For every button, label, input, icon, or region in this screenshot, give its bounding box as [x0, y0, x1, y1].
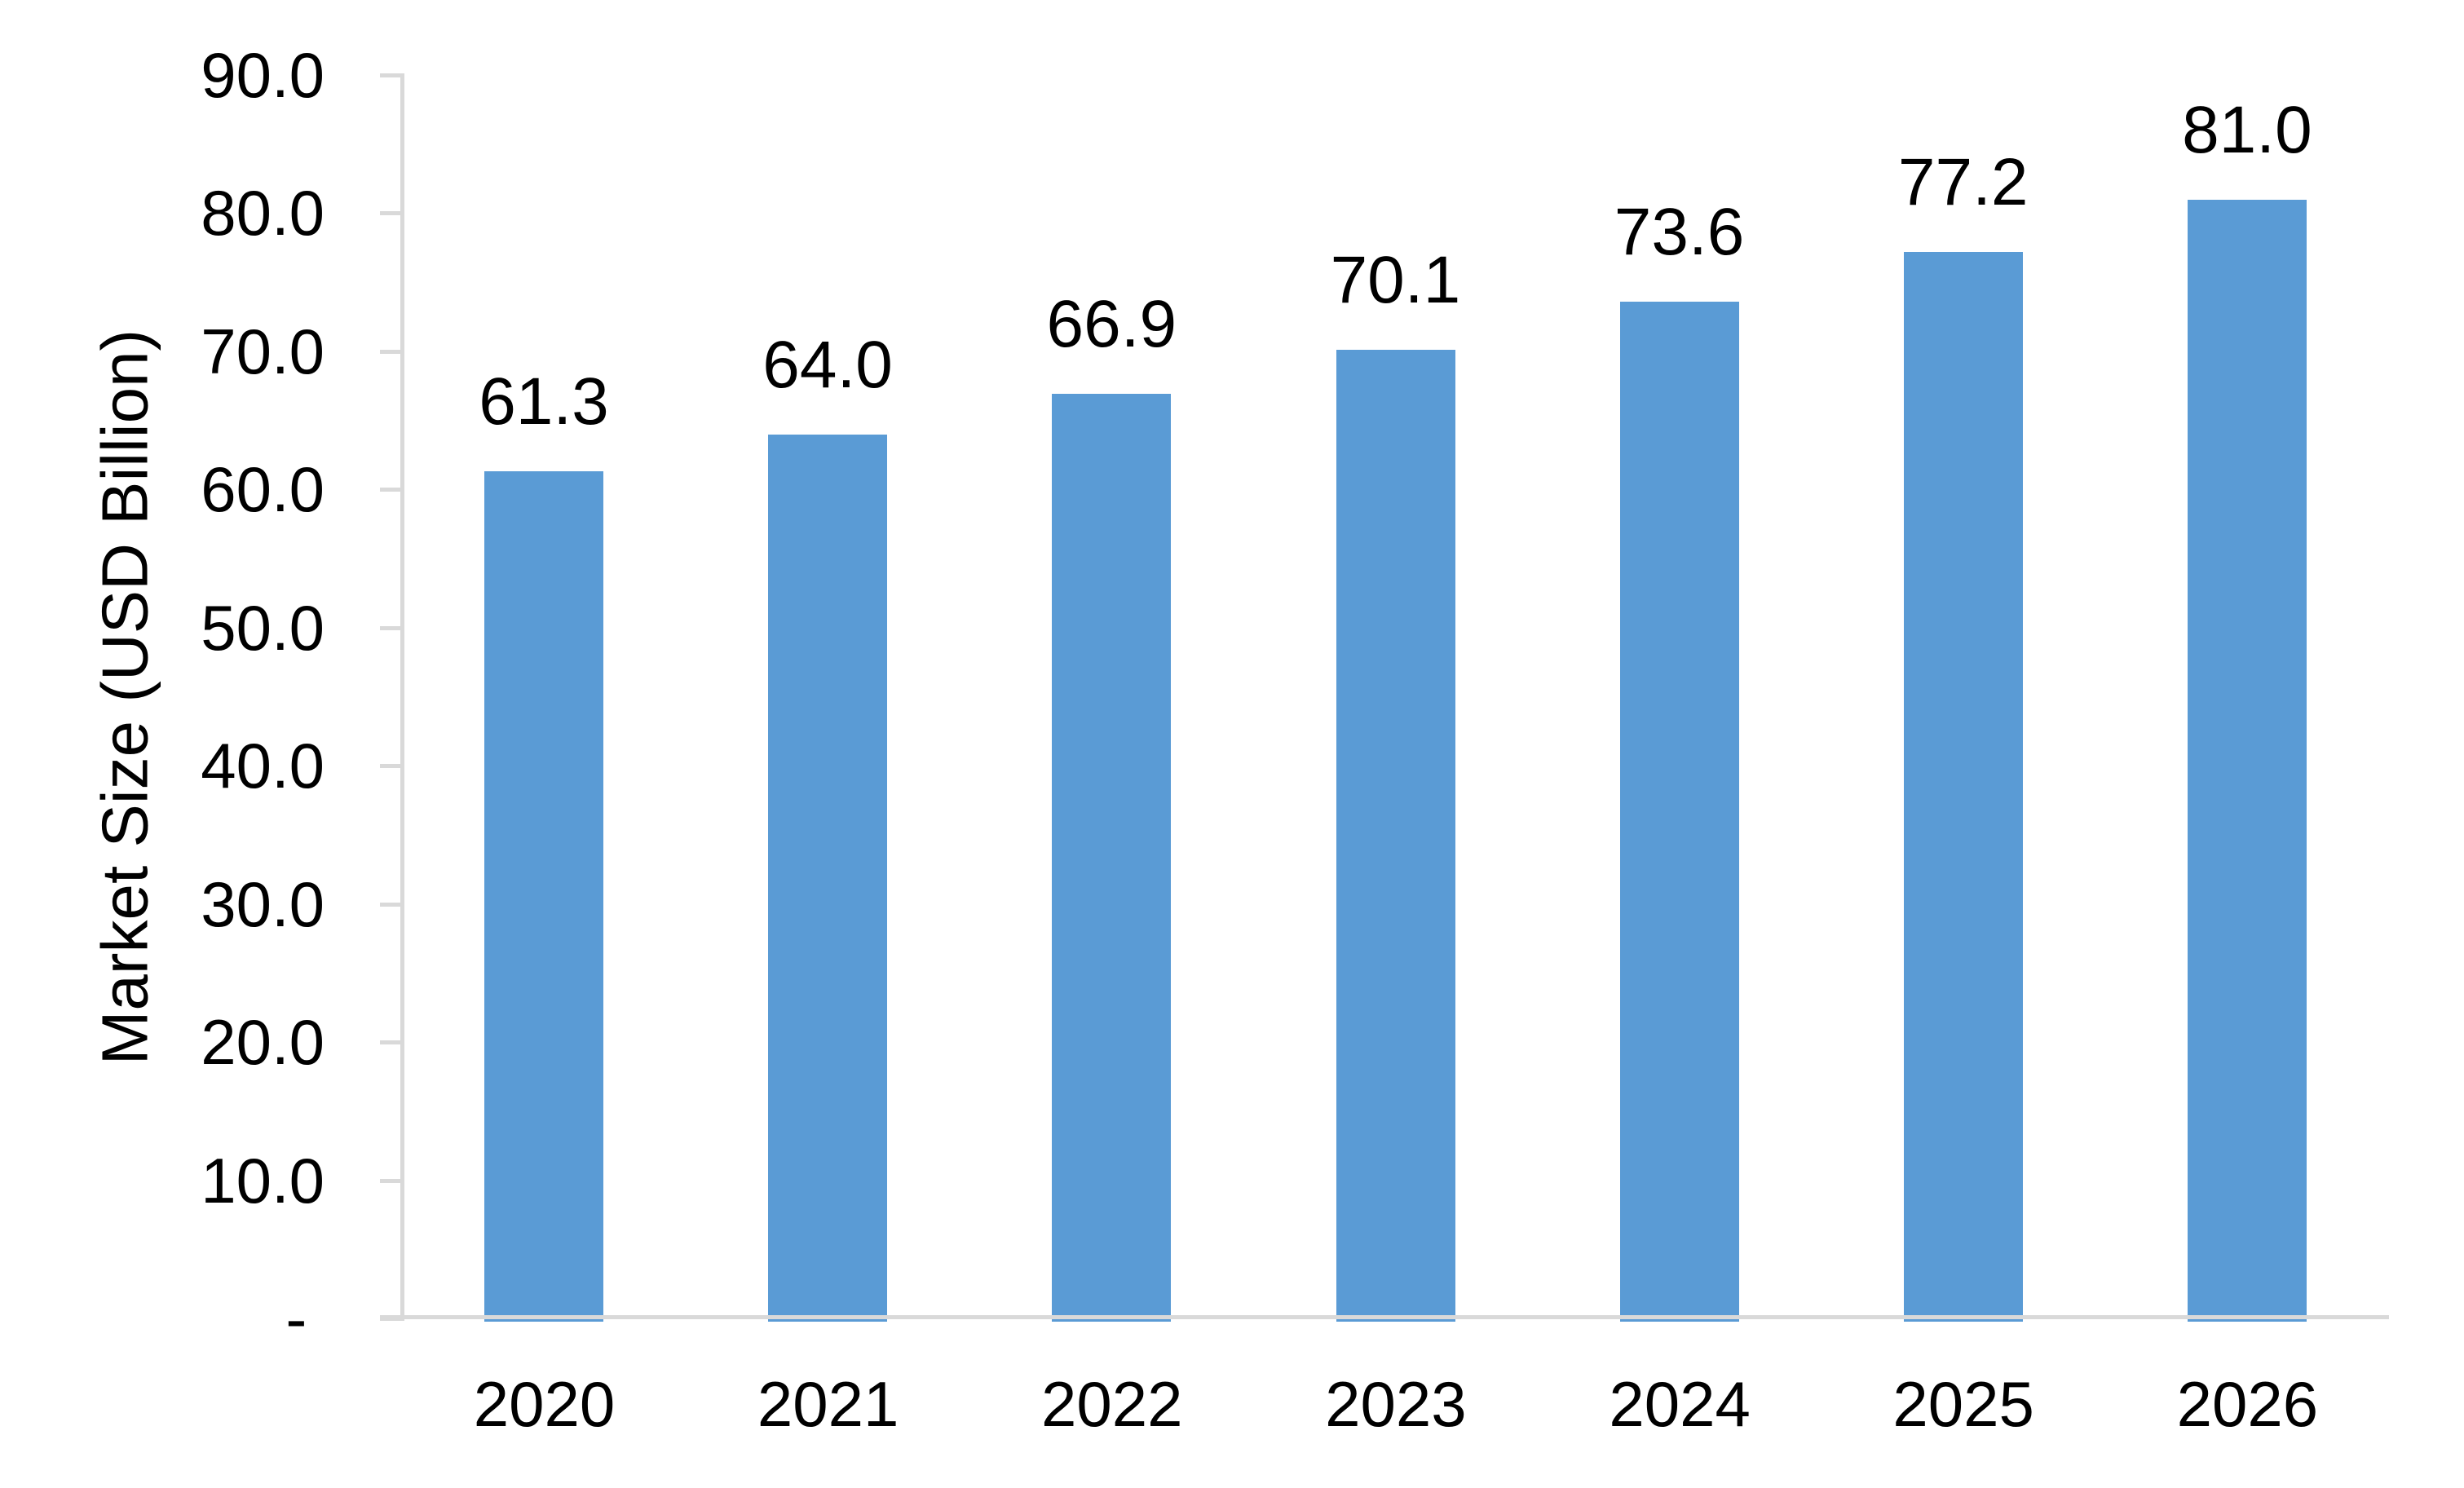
bar-2023 — [1336, 350, 1455, 1322]
y-axis-tick-label: 60.0 — [201, 453, 325, 525]
x-axis-label-2021: 2021 — [757, 1368, 899, 1440]
y-axis-tick — [380, 73, 404, 77]
y-axis-tick — [380, 903, 404, 907]
y-axis-tick-label: 40.0 — [201, 730, 325, 801]
y-axis-tick — [380, 350, 404, 354]
x-axis-line — [380, 1315, 2389, 1319]
data-label-2023: 70.1 — [1330, 243, 1461, 318]
bar-2021 — [768, 434, 888, 1322]
x-axis-label-2024: 2024 — [1609, 1368, 1751, 1440]
y-axis-tick — [380, 211, 404, 215]
y-axis-tick — [380, 1179, 404, 1183]
bar-2022 — [1052, 394, 1172, 1322]
y-axis-tick-label: - — [285, 1283, 325, 1354]
y-axis-tick — [380, 488, 404, 492]
data-label-2025: 77.2 — [1897, 144, 2029, 219]
data-label-2024: 73.6 — [1614, 194, 1745, 269]
x-axis-label-2026: 2026 — [2176, 1368, 2319, 1440]
bar-2025 — [1903, 251, 2023, 1322]
data-label-2026: 81.0 — [2182, 92, 2312, 167]
data-label-2022: 66.9 — [1046, 287, 1177, 362]
y-axis-tick-label: 70.0 — [201, 316, 325, 387]
y-axis-tick-label: 50.0 — [201, 592, 325, 664]
x-axis-label-2022: 2022 — [1041, 1368, 1183, 1440]
y-axis-tick-label: 90.0 — [201, 39, 325, 111]
y-axis-tick-label: 30.0 — [201, 868, 325, 940]
y-axis-tick — [380, 626, 404, 630]
x-axis-label-2023: 2023 — [1325, 1368, 1467, 1440]
y-axis-line — [400, 75, 404, 1319]
y-axis-tick — [380, 764, 404, 768]
bar-2020 — [484, 471, 604, 1322]
y-axis-tick-label: 10.0 — [201, 1145, 325, 1216]
data-label-2020: 61.3 — [479, 364, 609, 439]
y-axis-tick-label: 80.0 — [201, 177, 325, 249]
bar-2026 — [2187, 199, 2307, 1322]
y-axis-tick-label: 20.0 — [201, 1006, 325, 1078]
bar-2024 — [1619, 301, 1739, 1322]
data-label-2021: 64.0 — [762, 327, 893, 402]
x-axis-label-2020: 2020 — [473, 1368, 616, 1440]
y-axis-tick — [380, 1040, 404, 1044]
x-axis-label-2025: 2025 — [1892, 1368, 2034, 1440]
